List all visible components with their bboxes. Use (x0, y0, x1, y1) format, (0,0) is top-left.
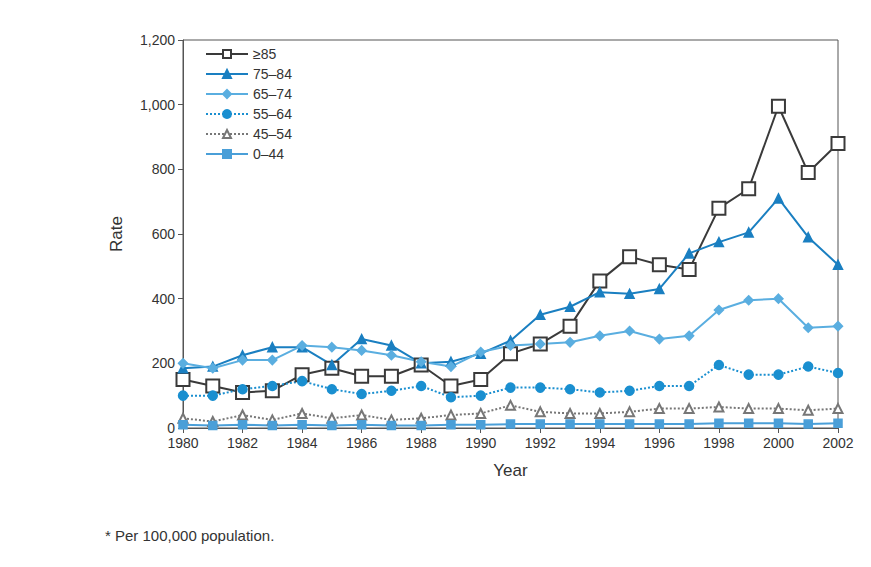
svg-text:65–74: 65–74 (253, 86, 292, 102)
svg-text:2000: 2000 (763, 435, 794, 451)
svg-text:0: 0 (167, 420, 175, 436)
svg-text:1,000: 1,000 (140, 97, 175, 113)
svg-text:600: 600 (152, 226, 176, 242)
svg-text:0–44: 0–44 (253, 146, 284, 162)
svg-text:1988: 1988 (406, 435, 437, 451)
svg-text:1986: 1986 (346, 435, 377, 451)
svg-text:≥85: ≥85 (253, 46, 276, 62)
svg-text:1,200: 1,200 (140, 32, 175, 48)
svg-text:1994: 1994 (584, 435, 615, 451)
svg-text:1990: 1990 (465, 435, 496, 451)
svg-text:* Per 100,000 population.: * Per 100,000 population. (105, 527, 274, 544)
svg-text:1982: 1982 (227, 435, 258, 451)
svg-text:75–84: 75–84 (253, 66, 292, 82)
svg-text:1992: 1992 (525, 435, 556, 451)
svg-text:1984: 1984 (287, 435, 318, 451)
svg-text:2002: 2002 (822, 435, 853, 451)
svg-text:1996: 1996 (644, 435, 675, 451)
svg-text:55–64: 55–64 (253, 106, 292, 122)
svg-text:1998: 1998 (703, 435, 734, 451)
svg-text:1980: 1980 (167, 435, 198, 451)
svg-text:800: 800 (152, 161, 176, 177)
svg-text:400: 400 (152, 291, 176, 307)
svg-text:200: 200 (152, 355, 176, 371)
svg-text:Rate: Rate (107, 216, 126, 252)
svg-text:Year: Year (493, 461, 528, 480)
svg-text:45–54: 45–54 (253, 126, 292, 142)
